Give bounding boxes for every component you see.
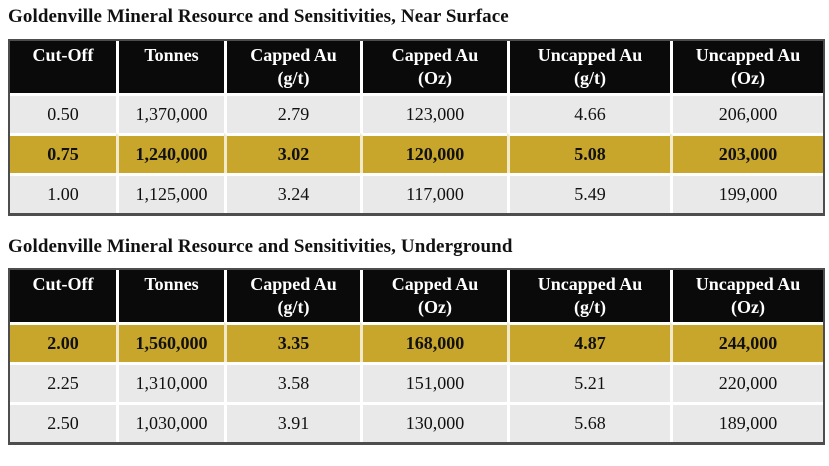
table-row: 1.00 1,125,000 3.24 117,000 5.49 199,000	[10, 173, 823, 213]
cell-capped-au-oz: 117,000	[360, 173, 507, 213]
cell-capped-au-gt: 3.58	[224, 362, 360, 402]
column-header-uncapped-au-gt: Uncapped Au (g/t)	[507, 270, 670, 322]
column-header-uncapped-au-oz: Uncapped Au (Oz)	[670, 41, 823, 93]
column-header-uncapped-au-oz: Uncapped Au (Oz)	[670, 270, 823, 322]
cell-cut-off: 0.75	[10, 133, 116, 173]
cell-cut-off: 2.50	[10, 402, 116, 442]
section-near-surface: Goldenville Mineral Resource and Sensiti…	[8, 5, 825, 216]
cell-uncapped-au-oz: 203,000	[670, 133, 823, 173]
cell-uncapped-au-gt: 4.87	[507, 322, 670, 362]
cell-capped-au-gt: 3.24	[224, 173, 360, 213]
cell-tonnes: 1,030,000	[116, 402, 224, 442]
cell-uncapped-au-oz: 199,000	[670, 173, 823, 213]
cell-uncapped-au-oz: 189,000	[670, 402, 823, 442]
cell-tonnes: 1,240,000	[116, 133, 224, 173]
cell-cut-off: 1.00	[10, 173, 116, 213]
column-header-capped-au-oz: Capped Au (Oz)	[360, 41, 507, 93]
cell-tonnes: 1,370,000	[116, 93, 224, 133]
cell-uncapped-au-gt: 5.49	[507, 173, 670, 213]
near-surface-resource-table: Cut-Off Tonnes Capped Au (g/t) Capped Au (Oz)…	[8, 39, 825, 216]
cell-uncapped-au-gt: 5.68	[507, 402, 670, 442]
cell-capped-au-gt: 3.91	[224, 402, 360, 442]
cell-tonnes: 1,560,000	[116, 322, 224, 362]
column-header-capped-au-oz: Capped Au (Oz)	[360, 270, 507, 322]
cell-cut-off: 2.25	[10, 362, 116, 402]
cell-capped-au-oz: 130,000	[360, 402, 507, 442]
column-header-capped-au-gt: Capped Au (g/t)	[224, 270, 360, 322]
table-row-highlighted: 0.75 1,240,000 3.02 120,000 5.08 203,000	[10, 133, 823, 173]
column-header-capped-au-gt: Capped Au (g/t)	[224, 41, 360, 93]
near-surface-table-title: Goldenville Mineral Resource and Sensiti…	[8, 6, 509, 27]
cell-capped-au-gt: 3.35	[224, 322, 360, 362]
cell-capped-au-gt: 3.02	[224, 133, 360, 173]
column-header-tonnes: Tonnes	[116, 41, 224, 93]
cell-uncapped-au-oz: 220,000	[670, 362, 823, 402]
cell-uncapped-au-gt: 4.66	[507, 93, 670, 133]
column-header-cut-off: Cut-Off	[10, 41, 116, 93]
cell-capped-au-oz: 168,000	[360, 322, 507, 362]
cell-uncapped-au-gt: 5.21	[507, 362, 670, 402]
cell-cut-off: 0.50	[10, 93, 116, 133]
cell-tonnes: 1,310,000	[116, 362, 224, 402]
cell-uncapped-au-gt: 5.08	[507, 133, 670, 173]
cell-capped-au-oz: 123,000	[360, 93, 507, 133]
cell-uncapped-au-oz: 244,000	[670, 322, 823, 362]
column-header-uncapped-au-gt: Uncapped Au (g/t)	[507, 41, 670, 93]
header-row: Cut-Off Tonnes Capped Au (g/t) Capped Au (Oz)…	[10, 270, 823, 322]
table-row: 0.50 1,370,000 2.79 123,000 4.66 206,000	[10, 93, 823, 133]
cell-capped-au-oz: 151,000	[360, 362, 507, 402]
column-header-cut-off: Cut-Off	[10, 270, 116, 322]
table-row: 2.25 1,310,000 3.58 151,000 5.21 220,000	[10, 362, 823, 402]
column-header-tonnes: Tonnes	[116, 270, 224, 322]
underground-resource-table: Cut-Off Tonnes Capped Au (g/t) Capped Au (Oz)…	[8, 268, 825, 445]
table-row-highlighted: 2.00 1,560,000 3.35 168,000 4.87 244,000	[10, 322, 823, 362]
table-row: 2.50 1,030,000 3.91 130,000 5.68 189,000	[10, 402, 823, 442]
cell-cut-off: 2.00	[10, 322, 116, 362]
section-underground: Goldenville Mineral Resource and Sensiti…	[8, 235, 825, 445]
cell-tonnes: 1,125,000	[116, 173, 224, 213]
underground-table-title: Goldenville Mineral Resource and Sensiti…	[8, 236, 513, 257]
cell-capped-au-oz: 120,000	[360, 133, 507, 173]
header-row: Cut-Off Tonnes Capped Au (g/t) Capped Au (Oz)…	[10, 41, 823, 93]
cell-uncapped-au-oz: 206,000	[670, 93, 823, 133]
cell-capped-au-gt: 2.79	[224, 93, 360, 133]
